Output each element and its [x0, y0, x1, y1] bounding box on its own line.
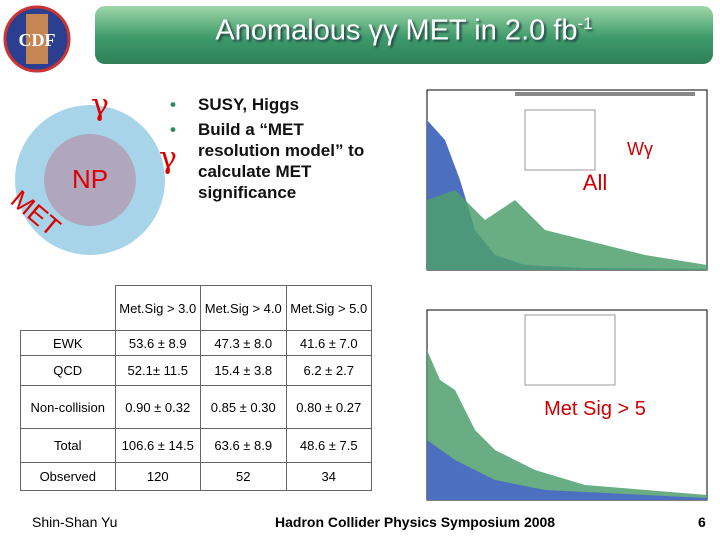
table-row: Observed 120 52 34: [20, 462, 372, 491]
plot-label: Met Sig > 5: [544, 398, 646, 420]
table-row: Non-collision 0.90 ± 0.32 0.85 ± 0.30 0.80 …: [20, 385, 372, 429]
author: Shin-Shan Yu: [32, 514, 118, 530]
header-row: Met.Sig > 3.0 Met.Sig > 4.0 Met.Sig > 5.…: [20, 285, 372, 331]
core-label: NP: [72, 164, 108, 194]
table-cell: 34: [285, 462, 372, 491]
plot-label: All: [583, 170, 607, 195]
row-header: EWK: [20, 330, 116, 356]
title-bar: [95, 6, 713, 64]
table-row: EWK 53.6 ± 8.9 47.3 ± 8.0 41.6 ± 7.0: [20, 330, 372, 356]
page-number: 6: [698, 514, 706, 530]
table-cell: 0.85 ± 0.30: [200, 385, 287, 429]
logo-text: CDF: [19, 30, 56, 50]
plot-label: Wγ: [627, 139, 653, 159]
bullet: Build a “MET resolution model” to calcul…: [170, 119, 385, 203]
table-cell: 52.1± 11.5: [114, 355, 201, 386]
table-cell: 0.90 ± 0.32: [114, 385, 201, 429]
table-row: QCD 52.1± 11.5 15.4 ± 3.8 6.2 ± 2.7: [20, 355, 372, 386]
bullet-list: SUSY, Higgs Build a “MET resolution mode…: [170, 94, 385, 207]
row-header: QCD: [20, 355, 116, 386]
column-header: Met.Sig > 3.0: [114, 285, 201, 331]
table-cell: 52: [200, 462, 287, 491]
table-cell: 47.3 ± 8.0: [200, 330, 287, 356]
core: [44, 134, 136, 226]
table-cell: 41.6 ± 7.0: [285, 330, 372, 356]
column-header: Met.Sig > 4.0: [200, 285, 287, 331]
table-cell: 48.6 ± 7.5: [285, 428, 372, 463]
table-cell: 63.6 ± 8.9: [200, 428, 287, 463]
logo: CDF: [3, 5, 71, 73]
photon: γ: [91, 88, 109, 123]
diagram: NP γ γ MET: [5, 88, 177, 255]
table-cell: 106.6 ± 14.5: [114, 428, 201, 463]
conference: Hadron Collider Physics Symposium 2008: [275, 514, 556, 530]
row-header: Non-collision: [20, 385, 116, 429]
column-header: Met.Sig > 5.0: [285, 285, 372, 331]
row-header: Total: [20, 428, 116, 463]
row-header: Observed: [20, 462, 116, 491]
table-cell: 53.6 ± 8.9: [114, 330, 201, 356]
table: Met.Sig > 3.0 Met.Sig > 4.0 Met.Sig > 5.…: [20, 285, 372, 491]
table-row: Total 106.6 ± 14.5 63.6 ± 8.9 48.6 ± 7.5: [20, 428, 372, 463]
table-cell: 0.80 ± 0.27: [285, 385, 372, 429]
title: Anomalous γγ MET in 2.0 fb-1: [215, 14, 593, 47]
plot-bottom: Met Sig > 5: [385, 290, 715, 512]
plot-top: Wγ All: [385, 80, 715, 285]
table-cell: 120: [114, 462, 201, 491]
table-cell: 6.2 ± 2.7: [285, 355, 372, 386]
table-cell: 15.4 ± 3.8: [200, 355, 287, 386]
bullet: SUSY, Higgs: [170, 94, 385, 115]
